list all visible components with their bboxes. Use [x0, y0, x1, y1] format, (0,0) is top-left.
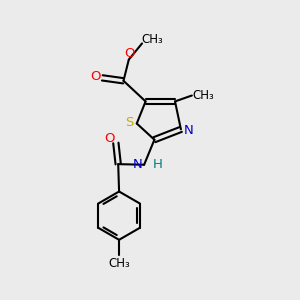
Text: CH₃: CH₃: [108, 257, 130, 270]
Text: O: O: [104, 132, 115, 145]
Text: S: S: [125, 116, 134, 128]
Text: CH₃: CH₃: [142, 33, 163, 46]
Text: N: N: [183, 124, 193, 137]
Text: H: H: [153, 158, 163, 171]
Text: O: O: [91, 70, 101, 83]
Text: O: O: [124, 46, 135, 60]
Text: CH₃: CH₃: [193, 89, 214, 102]
Text: N: N: [133, 158, 142, 171]
